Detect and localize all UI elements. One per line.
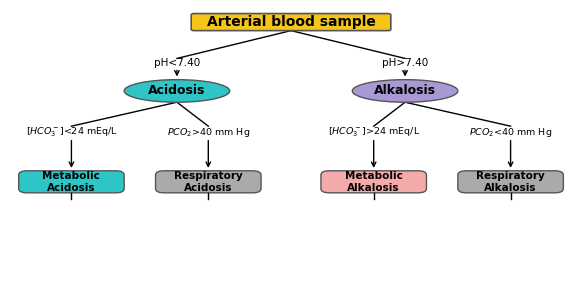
Text: pH<7.40: pH<7.40 bbox=[154, 58, 200, 68]
Text: $[HCO_3^-]$<24 mEq/L: $[HCO_3^-]$<24 mEq/L bbox=[26, 126, 118, 139]
Ellipse shape bbox=[124, 80, 230, 102]
FancyBboxPatch shape bbox=[155, 171, 261, 193]
Text: Acidosis: Acidosis bbox=[148, 84, 205, 98]
Ellipse shape bbox=[352, 80, 458, 102]
Text: Respiratory
Alkalosis: Respiratory Alkalosis bbox=[476, 171, 545, 193]
FancyBboxPatch shape bbox=[458, 171, 563, 193]
Text: Respiratory
Acidosis: Respiratory Acidosis bbox=[174, 171, 243, 193]
FancyBboxPatch shape bbox=[191, 13, 391, 31]
FancyBboxPatch shape bbox=[321, 171, 427, 193]
Text: Alkalosis: Alkalosis bbox=[374, 84, 436, 98]
Text: pH>7.40: pH>7.40 bbox=[382, 58, 428, 68]
Text: Arterial blood sample: Arterial blood sample bbox=[207, 15, 375, 29]
FancyBboxPatch shape bbox=[19, 171, 124, 193]
Text: $PCO_2$<40 mm Hg: $PCO_2$<40 mm Hg bbox=[469, 126, 552, 139]
Text: $PCO_2$>40 mm Hg: $PCO_2$>40 mm Hg bbox=[166, 126, 250, 139]
Text: Metabolic
Acidosis: Metabolic Acidosis bbox=[42, 171, 100, 193]
Text: $[HCO_3^-]$>24 mEq/L: $[HCO_3^-]$>24 mEq/L bbox=[328, 126, 420, 139]
Text: Metabolic
Alkalosis: Metabolic Alkalosis bbox=[345, 171, 403, 193]
